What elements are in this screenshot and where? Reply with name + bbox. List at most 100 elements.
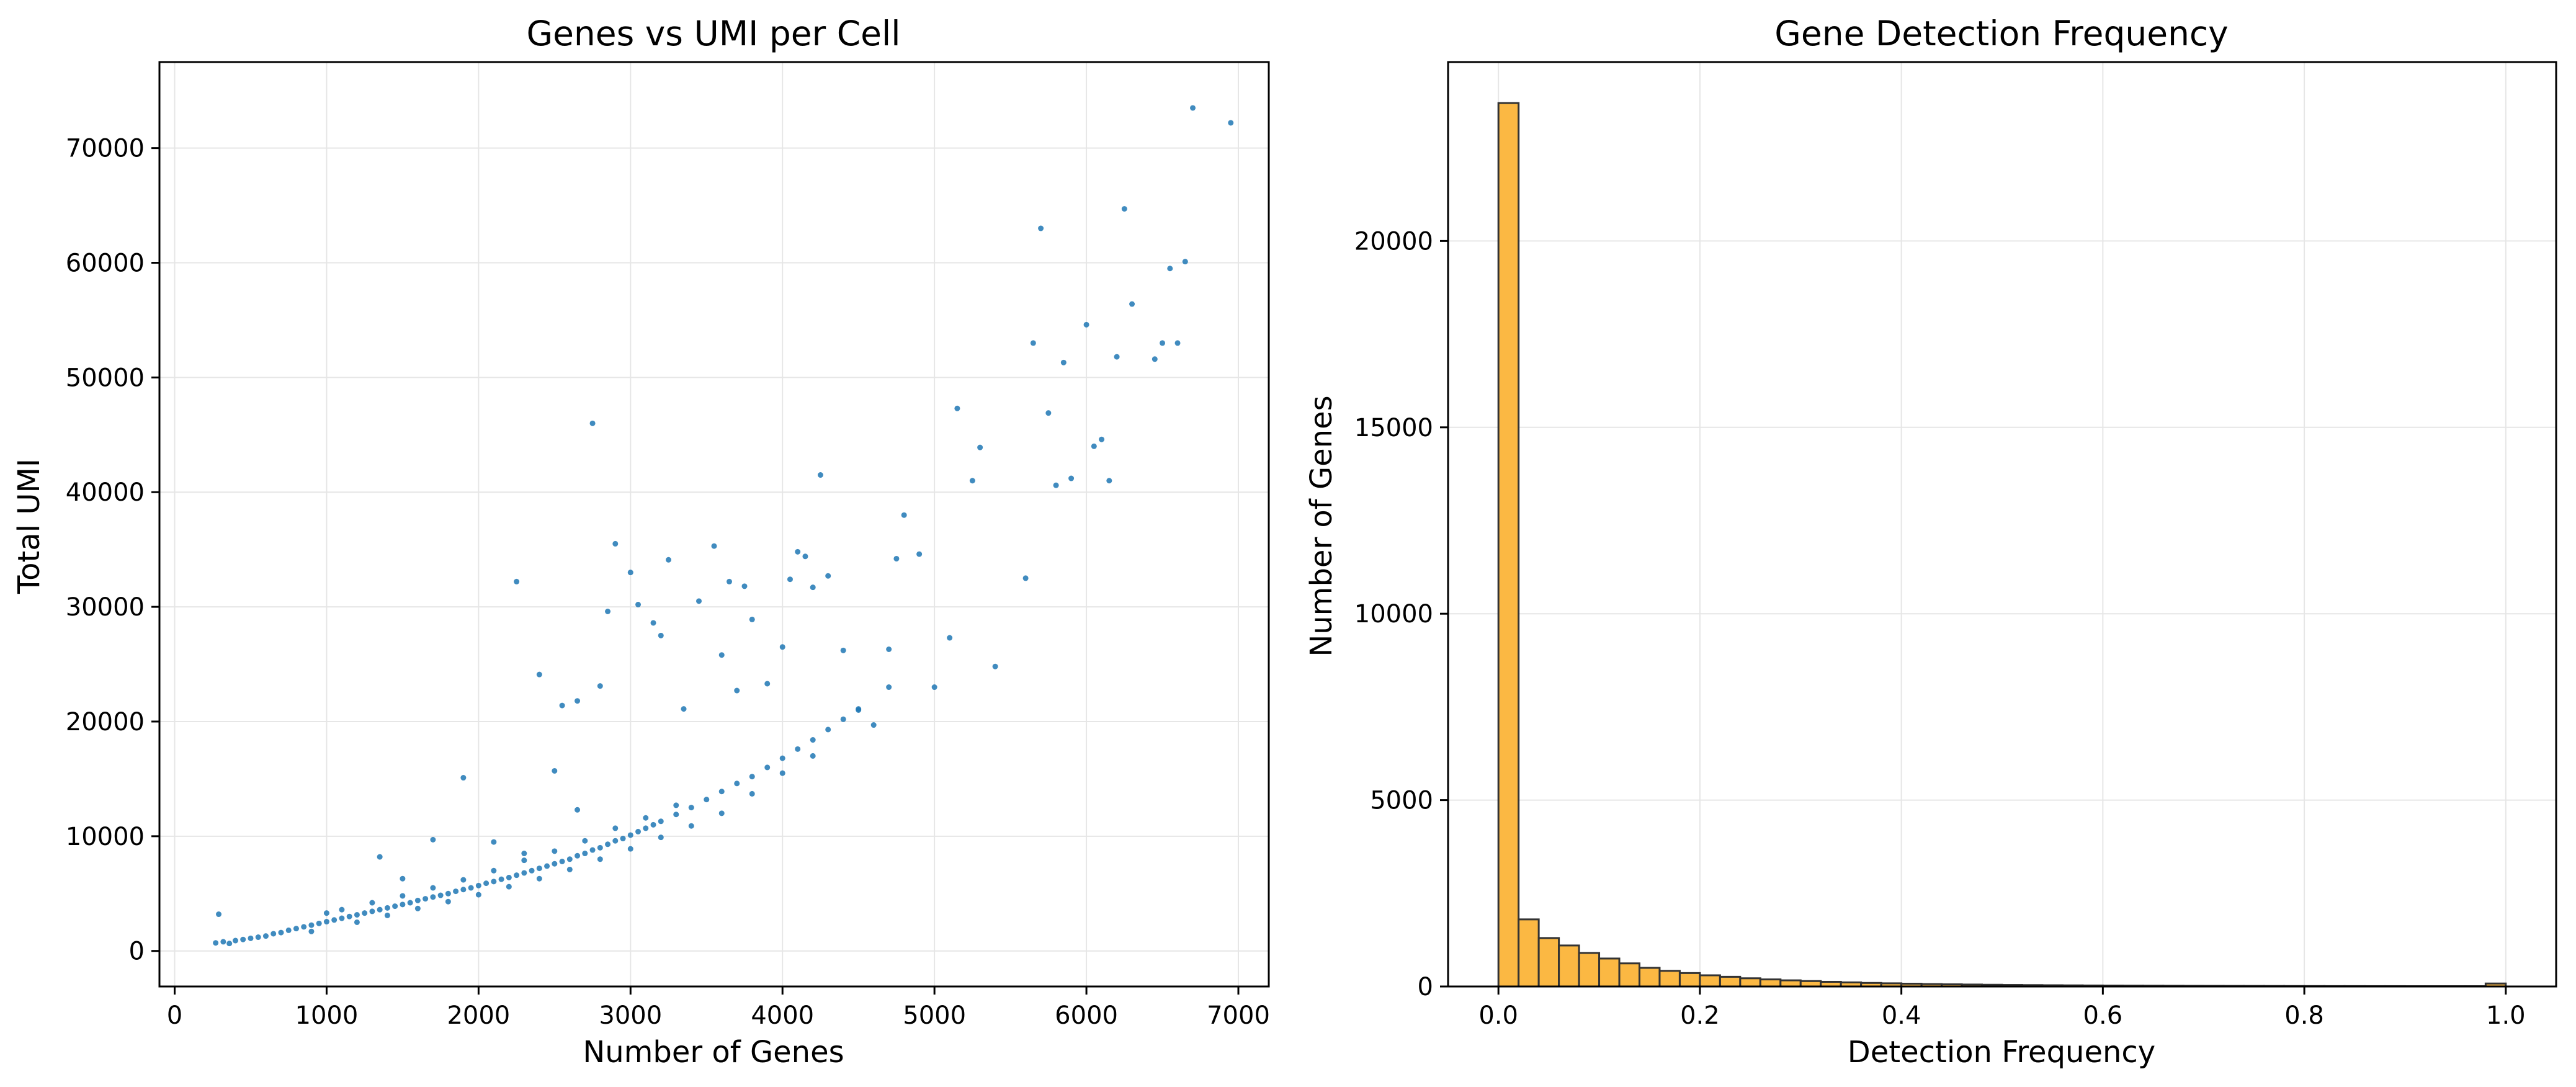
histogram-bar (1598, 957, 1621, 988)
scatter-point (840, 716, 846, 722)
scatter-point (870, 722, 877, 728)
scatter-point (285, 927, 292, 933)
scatter-point (483, 880, 490, 887)
scatter-point (400, 893, 406, 899)
scatter-point (817, 472, 823, 478)
scatter-point (718, 789, 725, 795)
scatter-point (643, 815, 649, 821)
scatter-point (491, 879, 497, 885)
scatter-point (688, 805, 694, 811)
scatter-point (1228, 120, 1234, 126)
scatter-point (650, 821, 656, 828)
scatter-point (339, 915, 345, 921)
scatter-x-ticks: 0 1000 2000 3000 4000 5000 6000 7000 (167, 986, 1270, 1030)
scatter-point (566, 866, 573, 872)
scatter-point (741, 583, 748, 589)
scatter-point (536, 875, 542, 882)
scatter-point (323, 919, 329, 925)
scatter-point (514, 578, 520, 584)
y-tick-label: 60000 (66, 249, 145, 278)
scatter-x-axis-label: Number of Genes (583, 1035, 844, 1070)
histogram-bar (1638, 967, 1661, 988)
scatter-point (255, 934, 261, 941)
scatter-point (620, 836, 626, 842)
scatter-point (947, 635, 953, 641)
histogram-x-ticks: 0.0 0.2 0.4 0.6 0.8 1.0 (1478, 986, 2526, 1030)
x-tick-label: 2000 (447, 1001, 510, 1030)
scatter-point (400, 875, 406, 882)
scatter-point (521, 857, 527, 864)
x-tick-label: 1000 (295, 1001, 359, 1030)
scatter-point (559, 702, 565, 709)
scatter-point (1053, 482, 1059, 488)
scatter-point (810, 584, 816, 591)
scatter-point (825, 573, 831, 579)
scatter-point (323, 910, 329, 916)
x-tick-label: 7000 (1207, 1001, 1270, 1030)
scatter-point (278, 929, 284, 936)
scatter-point (886, 684, 892, 691)
scatter-point (901, 512, 907, 518)
x-tick-label: 0.0 (1478, 1001, 1518, 1030)
histogram-bar (1759, 978, 1782, 988)
scatter-point (612, 540, 619, 547)
histogram-bar (1537, 937, 1560, 988)
scatter-point (536, 866, 542, 872)
histogram-bar (1618, 962, 1640, 988)
scatter-point (536, 671, 542, 678)
scatter-point (597, 856, 603, 862)
scatter-point (506, 883, 512, 890)
scatter-point (491, 867, 497, 874)
y-tick-label: 20000 (66, 708, 145, 736)
scatter-point (445, 890, 451, 897)
x-tick-label: 6000 (1055, 1001, 1118, 1030)
scatter-point (658, 632, 664, 638)
scatter-point (437, 892, 444, 898)
y-tick-label: 15000 (1354, 414, 1433, 442)
histogram-bar (1578, 952, 1601, 988)
scatter-point (589, 420, 596, 426)
scatter-point (301, 924, 307, 930)
scatter-point (559, 858, 565, 864)
scatter-point (362, 910, 368, 916)
scatter-point (423, 896, 429, 902)
scatter-point (216, 911, 222, 918)
scatter-chart-panel: 0 1000 2000 3000 4000 5000 6000 7000 0 10000 2000… (12, 14, 1270, 1070)
scatter-point (635, 601, 642, 607)
scatter-point (597, 683, 603, 689)
scatter-point (635, 828, 642, 834)
scatter-point (886, 646, 892, 653)
scatter-point (666, 557, 672, 563)
scatter-point (1152, 356, 1158, 362)
scatter-point (514, 872, 520, 879)
histogram-bar (1739, 977, 1761, 988)
scatter-point (468, 885, 474, 891)
scatter-point (552, 767, 558, 774)
scatter-point (704, 797, 710, 803)
scatter-point (392, 903, 398, 910)
scatter-point (673, 802, 679, 808)
scatter-point (605, 608, 611, 614)
scatter-point (414, 905, 421, 911)
scatter-point (414, 897, 421, 903)
scatter-point (749, 774, 755, 780)
scatter-point (460, 877, 467, 883)
scatter-points (213, 105, 1234, 947)
scatter-point (354, 919, 360, 925)
y-tick-label: 5000 (1370, 787, 1433, 815)
scatter-point (734, 781, 740, 787)
scatter-point (696, 598, 702, 604)
scatter-point (369, 900, 375, 906)
scatter-point (1182, 259, 1188, 265)
x-tick-label: 0.4 (1882, 1001, 1921, 1030)
scatter-point (1129, 301, 1135, 307)
scatter-point (354, 911, 360, 918)
scatter-point (893, 555, 900, 561)
scatter-point (612, 838, 619, 844)
histogram-bar (1518, 918, 1540, 988)
histogram-x-axis-label: Detection Frequency (1848, 1035, 2155, 1070)
y-tick-label: 50000 (66, 364, 145, 392)
scatter-point (248, 935, 254, 941)
histogram-bar (1678, 972, 1701, 988)
